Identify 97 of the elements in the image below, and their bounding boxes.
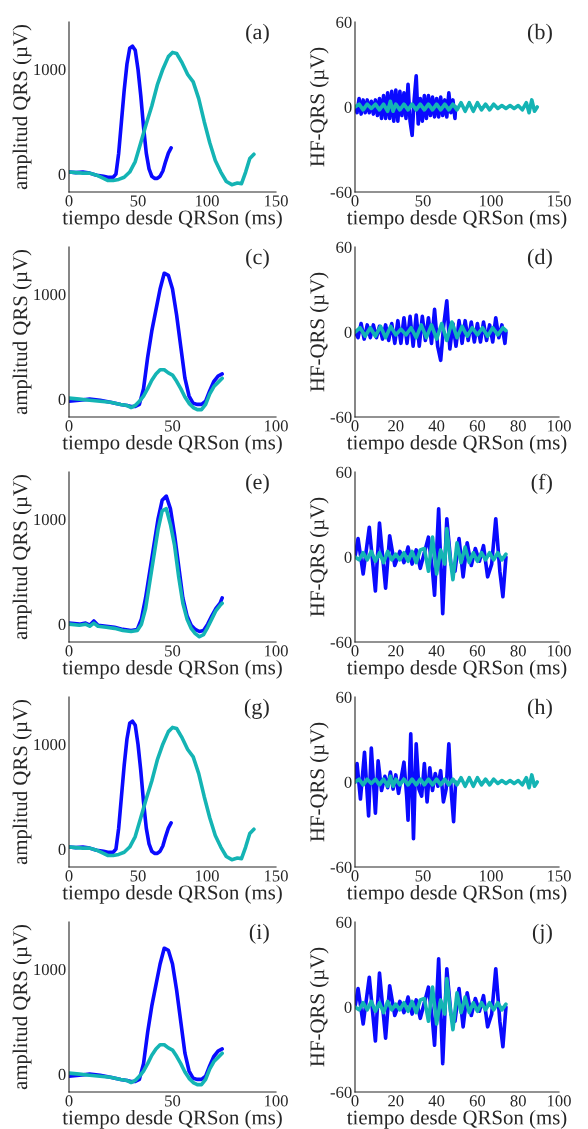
y-tick-label: 1000 <box>34 738 66 751</box>
line-series <box>355 98 540 115</box>
line-series <box>69 725 256 862</box>
chart-title: (i) <box>249 923 269 944</box>
x-tick-label: 100 <box>264 645 288 657</box>
chart-title: (g) <box>244 698 269 719</box>
x-tick-label: 80 <box>510 645 526 657</box>
x-tick-label: 100 <box>547 645 571 657</box>
x-tick-label: 100 <box>479 870 503 882</box>
x-tick-label: 40 <box>428 1095 445 1107</box>
y-tick-label: 1000 <box>34 513 66 526</box>
x-tick-label: 60 <box>469 645 486 657</box>
y-tick-label: 0 <box>58 1068 66 1081</box>
y-tick-label: -60 <box>330 636 352 648</box>
x-tick-label: 20 <box>388 1095 404 1107</box>
x-tick-label: 40 <box>428 645 445 657</box>
y-tick-label: 0 <box>58 843 66 856</box>
y-axis-title: amplitud QRS (µV) <box>12 699 32 865</box>
y-tick-label: 1000 <box>34 63 66 76</box>
chart-title: (f) <box>531 473 552 495</box>
y-tick-label: 0 <box>344 101 352 113</box>
y-tick-label: 60 <box>336 916 352 928</box>
x-tick-label: 150 <box>547 195 571 207</box>
y-tick-label: 1000 <box>34 963 66 976</box>
y-tick-label: 0 <box>58 168 66 181</box>
x-tick-label: 100 <box>264 1095 288 1107</box>
x-axis-title: tiempo desde QRSon (ms) <box>346 659 567 679</box>
y-axis-title: amplitud QRS (µV) <box>12 924 32 1090</box>
y-tick-label: 0 <box>344 326 352 338</box>
chart-title: (c) <box>246 248 269 269</box>
y-tick-label: -60 <box>330 186 352 198</box>
x-tick-label: 20 <box>388 645 404 657</box>
x-tick-label: 100 <box>479 195 503 207</box>
x-tick-label: 60 <box>469 1095 486 1107</box>
y-axis-title: HF-QRS (µV) <box>309 47 329 167</box>
chart-title: (e) <box>246 473 269 494</box>
y-tick-label: -60 <box>330 1086 352 1098</box>
y-axis-title: HF-QRS (µV) <box>309 497 329 617</box>
y-tick-label: 0 <box>58 393 66 406</box>
x-tick-label: 100 <box>547 1095 571 1107</box>
x-axis-title: tiempo desde QRSon (ms) <box>62 434 282 454</box>
x-tick-label: 40 <box>428 420 445 432</box>
x-tick-label: 150 <box>264 870 288 882</box>
x-tick-label: 50 <box>415 870 431 882</box>
line-series <box>355 526 508 582</box>
x-tick-label: 80 <box>510 420 526 432</box>
chart-title: (b) <box>527 23 552 44</box>
chart-title: (d) <box>527 248 552 269</box>
y-tick-label: 0 <box>344 776 352 788</box>
x-tick-label: 100 <box>547 420 571 432</box>
y-tick-label: 60 <box>336 16 352 28</box>
x-tick-label: 80 <box>510 1095 526 1107</box>
x-tick-label: 50 <box>130 870 146 882</box>
line-series <box>69 367 224 412</box>
x-tick-label: 50 <box>130 195 146 207</box>
y-axis-title: amplitud QRS (µV) <box>12 24 32 190</box>
y-tick-label: 0 <box>344 1001 352 1013</box>
x-tick-label: 50 <box>165 420 181 432</box>
x-tick-label: 100 <box>195 870 219 882</box>
chart-title: (a) <box>246 23 269 44</box>
x-axis-title: tiempo desde QRSon (ms) <box>62 209 282 229</box>
x-axis-title: tiempo desde QRSon (ms) <box>346 1109 567 1129</box>
x-tick-label: 100 <box>195 195 219 207</box>
y-axis-title: amplitud QRS (µV) <box>12 249 32 415</box>
x-tick-label: 150 <box>547 870 571 882</box>
x-tick-label: 50 <box>165 1095 181 1107</box>
x-tick-label: 20 <box>388 420 404 432</box>
x-axis-title: tiempo desde QRSon (ms) <box>346 884 567 904</box>
x-axis-title: tiempo desde QRSon (ms) <box>62 1109 282 1129</box>
x-tick-label: 50 <box>415 195 431 207</box>
y-tick-label: 60 <box>336 691 352 703</box>
y-tick-label: 60 <box>336 241 352 253</box>
x-tick-label: 150 <box>264 195 288 207</box>
line-series <box>69 1042 224 1087</box>
line-series <box>355 773 540 790</box>
y-axis-title: amplitud QRS (µV) <box>12 474 32 640</box>
y-tick-label: 0 <box>58 618 66 631</box>
line-series <box>355 976 508 1032</box>
x-axis-title: tiempo desde QRSon (ms) <box>346 434 567 454</box>
x-tick-label: 100 <box>264 420 288 432</box>
y-axis-title: HF-QRS (µV) <box>309 722 329 842</box>
x-axis-title: tiempo desde QRSon (ms) <box>346 209 567 229</box>
y-axis-title: HF-QRS (µV) <box>309 947 329 1067</box>
y-tick-label: 1000 <box>34 288 66 301</box>
y-tick-label: 0 <box>344 551 352 563</box>
x-tick-label: 60 <box>469 420 486 432</box>
y-tick-label: 60 <box>336 466 352 478</box>
line-series <box>69 50 256 187</box>
x-axis-title: tiempo desde QRSon (ms) <box>62 659 282 679</box>
line-series <box>355 320 508 343</box>
chart-title: (h) <box>527 698 552 719</box>
y-tick-label: -60 <box>330 411 352 423</box>
y-tick-label: -60 <box>330 861 352 873</box>
chart-title: (j) <box>532 923 552 944</box>
y-axis-title: HF-QRS (µV) <box>309 272 329 392</box>
x-tick-label: 50 <box>165 645 181 657</box>
x-axis-title: tiempo desde QRSon (ms) <box>62 884 282 904</box>
